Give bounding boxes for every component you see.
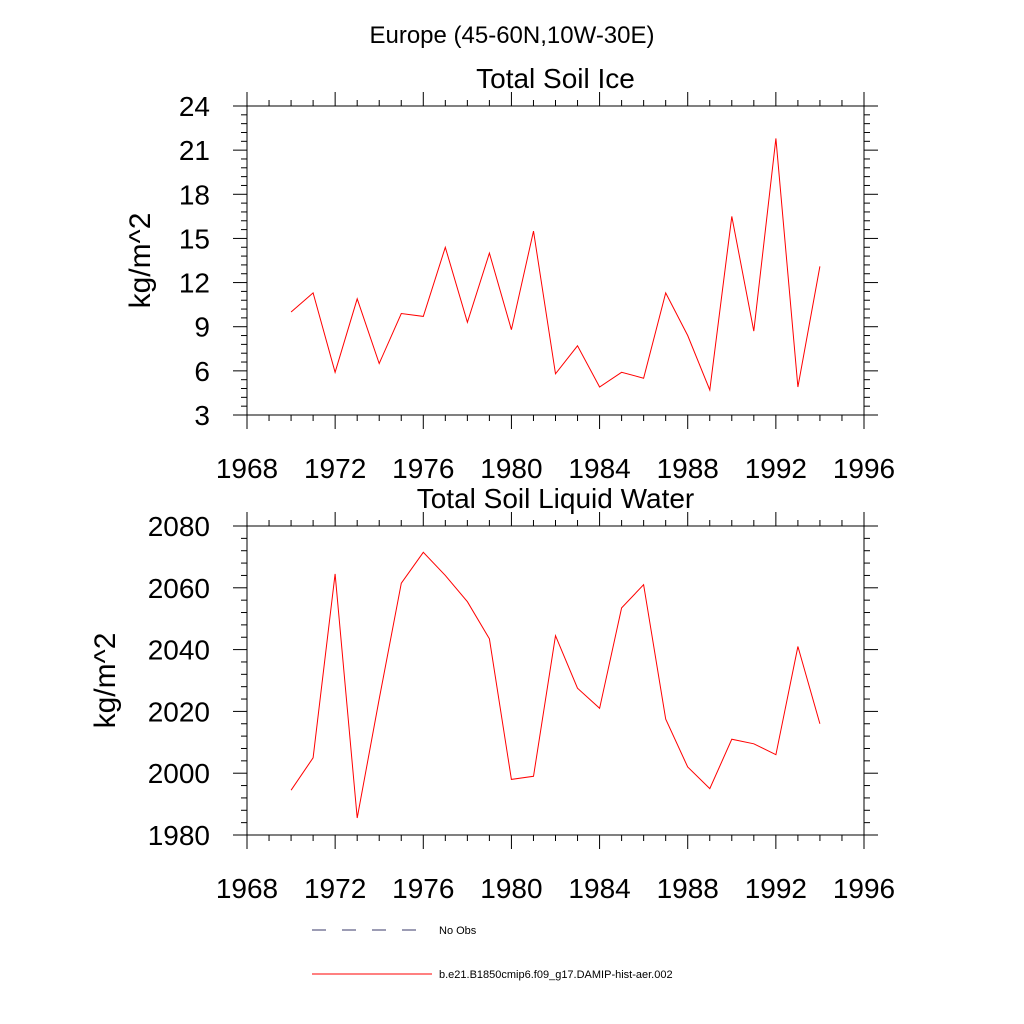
y-tick-label: 21	[179, 135, 210, 166]
series-line-1	[290, 551, 821, 819]
legend: No Obs b.e21.B1850cmip6.f09_g17.DAMIP-hi…	[312, 925, 673, 981]
x-tick-label: 1976	[392, 453, 454, 484]
chart-title: Total Soil Liquid Water	[417, 483, 695, 514]
x-tick-label: 1988	[657, 873, 719, 904]
x-tick-label: 1972	[304, 453, 366, 484]
y-tick-label: 12	[179, 268, 210, 299]
y-tick-label: 2060	[148, 573, 210, 604]
chart-title: Total Soil Ice	[476, 63, 635, 94]
x-tick-label: 1976	[392, 873, 454, 904]
x-tick-label: 1992	[745, 873, 807, 904]
x-tick-label: 1988	[657, 453, 719, 484]
x-tick-label: 1996	[833, 873, 895, 904]
y-axis-label: kg/m^2	[89, 633, 122, 729]
x-tick-label: 1984	[568, 873, 630, 904]
y-tick-label: 6	[194, 356, 210, 387]
series-line-1	[290, 138, 821, 392]
figure-title: Europe (45-60N,10W-30E)	[369, 22, 654, 49]
y-tick-label: 9	[194, 312, 210, 343]
x-tick-label: 1980	[480, 873, 542, 904]
x-tick-label: 1984	[568, 453, 630, 484]
y-tick-label: 24	[179, 91, 210, 122]
y-tick-label: 3	[194, 400, 210, 431]
y-tick-label: 18	[179, 179, 210, 210]
x-tick-label: 1972	[304, 873, 366, 904]
y-tick-label: 1980	[148, 820, 210, 851]
y-tick-label: 2000	[148, 758, 210, 789]
x-tick-label: 1992	[745, 453, 807, 484]
y-tick-label: 15	[179, 223, 210, 254]
y-axis-label: kg/m^2	[124, 213, 157, 309]
x-tick-label: 1968	[216, 873, 278, 904]
chart-panel-2: Total Soil Liquid Water kg/m^2 1968 1972 197…	[89, 483, 895, 904]
x-tick-label: 1996	[833, 453, 895, 484]
y-tick-label: 2080	[148, 511, 210, 542]
x-tick-label: 1968	[216, 453, 278, 484]
y-tick-label: 2020	[148, 696, 210, 727]
plot-frame	[246, 525, 865, 836]
y-tick-label: 2040	[148, 635, 210, 666]
plot-frame	[246, 105, 865, 416]
x-tick-label: 1980	[480, 453, 542, 484]
legend-label-no-obs: No Obs	[439, 925, 477, 937]
chart-panels: Total Soil Ice kg/m^2 1968 1972 1976 1980 1984…	[89, 63, 895, 904]
legend-label-model: b.e21.B1850cmip6.f09_g17.DAMIP-hist-aer.…	[439, 969, 673, 981]
chart-panel-1: Total Soil Ice kg/m^2 1968 1972 1976 1980 1984…	[124, 63, 895, 484]
